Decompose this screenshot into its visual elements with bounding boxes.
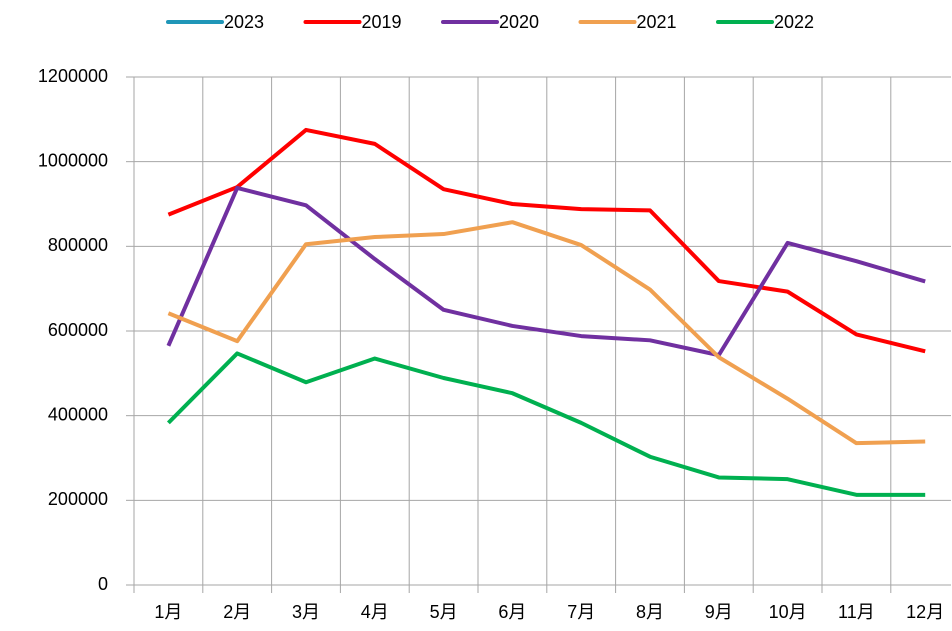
x-tick-label: 9月 bbox=[705, 602, 733, 622]
legend-label: 2022 bbox=[774, 12, 814, 32]
legend-label: 2023 bbox=[224, 12, 264, 32]
y-tick-label: 0 bbox=[98, 574, 108, 594]
x-tick-label: 10月 bbox=[769, 602, 807, 622]
y-tick-label: 800000 bbox=[48, 235, 108, 255]
x-tick-label: 1月 bbox=[154, 602, 182, 622]
series-line bbox=[166, 351, 926, 497]
y-tick-label: 1200000 bbox=[38, 66, 108, 86]
y-tick-label: 600000 bbox=[48, 320, 108, 340]
y-tick-label: 200000 bbox=[48, 489, 108, 509]
x-tick-label: 4月 bbox=[361, 602, 389, 622]
y-tick-label: 400000 bbox=[48, 404, 108, 424]
x-tick-label: 2月 bbox=[223, 602, 251, 622]
legend-label: 2020 bbox=[499, 12, 539, 32]
legend-label: 2019 bbox=[362, 12, 402, 32]
legend-label: 2021 bbox=[637, 12, 677, 32]
x-tick-label: 7月 bbox=[567, 602, 595, 622]
x-tick-label: 6月 bbox=[498, 602, 526, 622]
y-tick-label: 1000000 bbox=[38, 150, 108, 170]
series-line bbox=[166, 185, 926, 358]
series-line bbox=[167, 220, 926, 446]
x-tick-label: 12月 bbox=[906, 602, 944, 622]
x-tick-label: 5月 bbox=[430, 602, 458, 622]
series-line bbox=[167, 127, 926, 354]
x-tick-label: 8月 bbox=[636, 602, 664, 622]
x-tick-label: 11月 bbox=[838, 602, 875, 622]
x-tick-label: 3月 bbox=[292, 602, 320, 622]
